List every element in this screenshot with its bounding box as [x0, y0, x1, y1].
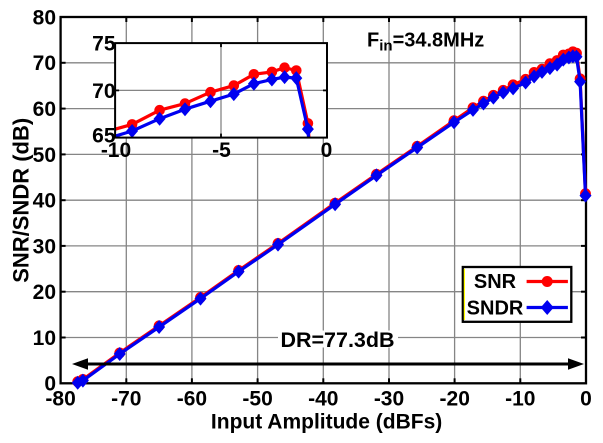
svg-text:50: 50 — [33, 144, 56, 167]
svg-text:-20: -20 — [440, 388, 470, 411]
svg-text:10: 10 — [33, 327, 56, 350]
svg-text:-10: -10 — [505, 388, 535, 411]
svg-text:-60: -60 — [177, 388, 207, 411]
svg-text:30: 30 — [33, 235, 56, 258]
svg-text:-80: -80 — [45, 388, 75, 411]
svg-text:0: 0 — [580, 388, 592, 411]
svg-text:-40: -40 — [308, 388, 338, 411]
svg-text:60: 60 — [33, 98, 56, 121]
svg-text:80: 80 — [33, 6, 56, 29]
svg-text:Input Amplitude (dBFs): Input Amplitude (dBFs) — [211, 411, 442, 434]
svg-text:SNR/SNDR (dB): SNR/SNDR (dB) — [9, 118, 34, 283]
svg-text:75: 75 — [92, 33, 116, 56]
svg-text:SNR: SNR — [474, 271, 517, 293]
svg-text:SNDR: SNDR — [467, 297, 524, 319]
svg-text:-5: -5 — [212, 139, 231, 162]
svg-text:70: 70 — [92, 80, 115, 103]
svg-text:-10: -10 — [101, 139, 131, 162]
svg-text:65: 65 — [92, 124, 116, 147]
svg-text:-70: -70 — [111, 388, 141, 411]
svg-text:70: 70 — [33, 52, 56, 75]
svg-text:20: 20 — [33, 281, 56, 304]
svg-text:0: 0 — [321, 139, 333, 162]
svg-text:-50: -50 — [242, 388, 272, 411]
svg-text:0: 0 — [44, 373, 56, 396]
svg-text:DR=77.3dB: DR=77.3dB — [280, 328, 394, 352]
svg-text:40: 40 — [33, 190, 56, 213]
svg-text:-30: -30 — [374, 388, 404, 411]
